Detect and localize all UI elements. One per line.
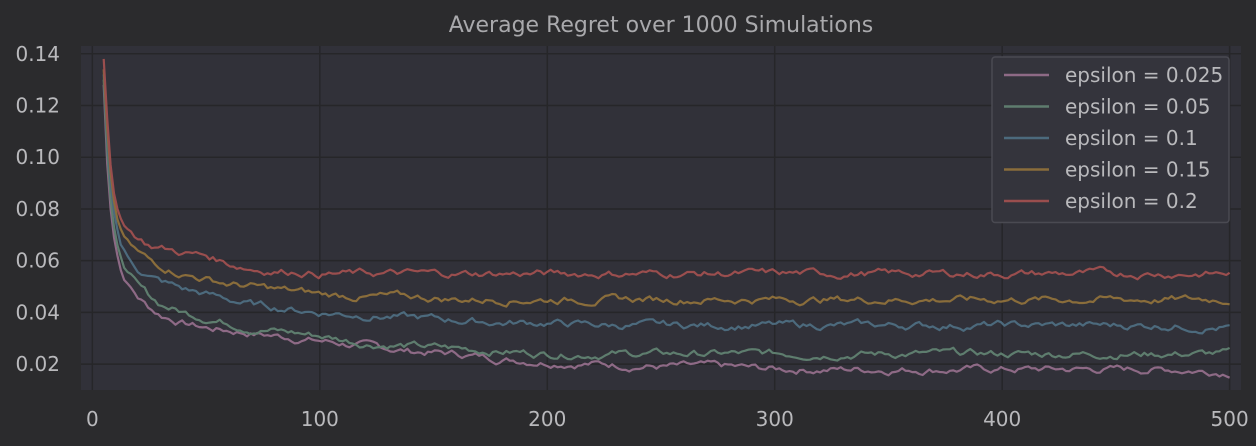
- legend-label: epsilon = 0.2: [1065, 189, 1198, 213]
- series-line: [102, 74, 1230, 335]
- chart-title: Average Regret over 1000 Simulations: [449, 13, 874, 38]
- legend-label: epsilon = 0.1: [1065, 126, 1198, 150]
- x-tick-label: 100: [301, 407, 339, 431]
- x-tick-label: 300: [756, 407, 794, 431]
- series-line: [102, 69, 1230, 308]
- series-line: [102, 58, 1231, 281]
- y-axis-ticks: 0.02 0.04 0.06 0.08 0.10 0.12 0.14: [15, 42, 60, 376]
- x-tick-label: 200: [528, 407, 566, 431]
- y-tick-label: 0.02: [15, 352, 60, 376]
- legend-label: epsilon = 0.15: [1065, 158, 1210, 182]
- x-tick-label: 0: [86, 407, 99, 431]
- x-tick-label: 400: [983, 407, 1021, 431]
- y-tick-label: 0.08: [15, 197, 60, 221]
- legend-box: [991, 56, 1230, 224]
- legend-label: epsilon = 0.05: [1065, 95, 1210, 119]
- series-line: [102, 79, 1231, 362]
- y-tick-label: 0.10: [15, 145, 60, 169]
- y-tick-label: 0.04: [15, 300, 60, 324]
- y-tick-label: 0.12: [15, 93, 60, 117]
- x-axis-ticks: 0 100 200 300 400 500: [86, 407, 1249, 431]
- y-tick-label: 0.14: [15, 42, 60, 66]
- legend-label: epsilon = 0.025: [1065, 63, 1223, 87]
- series-line: [102, 84, 1231, 379]
- y-tick-label: 0.06: [15, 249, 60, 273]
- x-tick-label: 500: [1211, 407, 1249, 431]
- legend: epsilon = 0.025 epsilon = 0.05 epsilon = 0…: [991, 56, 1230, 224]
- series-lines: [102, 58, 1231, 379]
